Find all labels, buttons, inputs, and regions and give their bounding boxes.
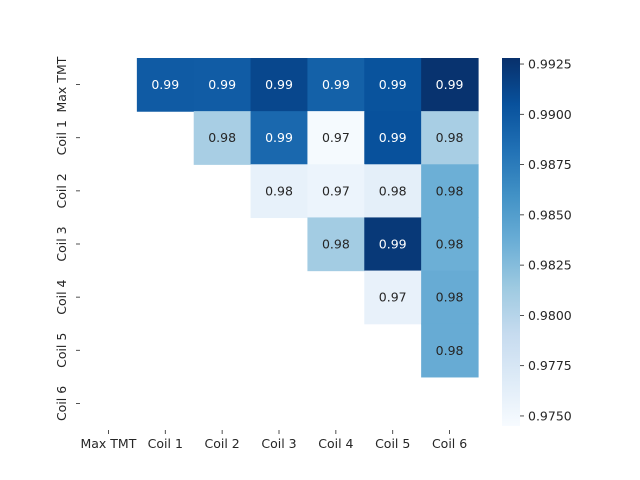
colorbar-tick-label: 0.9750 bbox=[528, 408, 572, 423]
heatmap-cell bbox=[307, 58, 365, 112]
heatmap-cell bbox=[421, 217, 479, 272]
heatmap-cell bbox=[136, 58, 195, 112]
y-tick-label: Coil 6 bbox=[54, 386, 69, 421]
heatmap-cell bbox=[193, 111, 252, 165]
heatmap-cell bbox=[364, 164, 422, 219]
colorbar-tick-label: 0.9850 bbox=[528, 207, 572, 222]
cell-value-label: 0.98 bbox=[379, 183, 407, 198]
x-tick-label: Coil 2 bbox=[205, 436, 240, 451]
cell-annotations: 0.99 0.99 0.99 0.99 0.99 0.99 0.98 0.99 0.97 0.99… bbox=[151, 77, 463, 358]
cell-value-label: 0.98 bbox=[436, 130, 464, 145]
cell-value-label: 0.99 bbox=[265, 77, 293, 92]
y-tick-label: Coil 5 bbox=[54, 333, 69, 368]
x-tick-label: Coil 6 bbox=[432, 436, 467, 451]
cell-value-label: 0.98 bbox=[436, 343, 464, 358]
heatmap-cell bbox=[364, 111, 422, 165]
colorbar bbox=[502, 58, 520, 426]
y-axis-ticks: Max TMT Coil 1 Coil 2 Coil 3 Coil 4 Coil 5 Coi… bbox=[54, 56, 80, 421]
colorbar-tick-label: 0.9775 bbox=[528, 358, 572, 373]
cell-value-label: 0.99 bbox=[265, 130, 293, 145]
cell-value-label: 0.98 bbox=[436, 290, 464, 305]
y-tick-label: Coil 4 bbox=[54, 279, 69, 314]
heatmap-cell bbox=[307, 111, 365, 165]
cell-value-label: 0.99 bbox=[151, 77, 179, 92]
colorbar-ticks: 0.9750 0.9775 0.9800 0.9825 0.9850 0.9875 0.99… bbox=[520, 57, 572, 423]
heatmap-cell bbox=[250, 111, 309, 165]
colorbar-tick-label: 0.9900 bbox=[528, 107, 572, 122]
heatmap-cell bbox=[364, 58, 422, 112]
cell-value-label: 0.99 bbox=[208, 77, 236, 92]
cell-value-label: 0.99 bbox=[322, 77, 350, 92]
y-tick-label: Coil 1 bbox=[54, 120, 69, 155]
heatmap-cell bbox=[364, 217, 422, 272]
heatmap-cell bbox=[421, 58, 479, 112]
heatmap-cell bbox=[364, 270, 422, 325]
colorbar-tick-label: 0.9925 bbox=[528, 57, 572, 72]
x-tick-label: Coil 4 bbox=[318, 436, 353, 451]
colorbar-tick-label: 0.9875 bbox=[528, 157, 572, 172]
cell-value-label: 0.99 bbox=[379, 130, 407, 145]
cell-value-label: 0.98 bbox=[436, 183, 464, 198]
cell-value-label: 0.98 bbox=[436, 237, 464, 252]
cell-value-label: 0.98 bbox=[265, 183, 293, 198]
y-tick-label: Max TMT bbox=[54, 56, 69, 112]
cell-value-label: 0.98 bbox=[322, 237, 350, 252]
colorbar-tick-label: 0.9825 bbox=[528, 258, 572, 273]
cell-value-label: 0.97 bbox=[322, 130, 350, 145]
heatmap-cell bbox=[193, 58, 252, 112]
heatmap-cell bbox=[307, 164, 365, 219]
heatmap-cell bbox=[421, 323, 479, 378]
heatmap-cell bbox=[421, 164, 479, 219]
heatmap-cell bbox=[250, 164, 309, 219]
y-tick-label: Coil 3 bbox=[54, 226, 69, 261]
cell-value-label: 0.98 bbox=[208, 130, 236, 145]
x-tick-label: Coil 5 bbox=[375, 436, 410, 451]
x-tick-label: Coil 3 bbox=[261, 436, 296, 451]
y-tick-label: Coil 2 bbox=[54, 173, 69, 208]
cell-value-label: 0.97 bbox=[322, 183, 350, 198]
x-axis-ticks: Max TMT Coil 1 Coil 2 Coil 3 Coil 4 Coil 5 Coi… bbox=[80, 430, 467, 451]
heatmap-cell bbox=[307, 217, 365, 272]
heatmap-cell bbox=[421, 270, 479, 325]
x-tick-label: Coil 1 bbox=[148, 436, 183, 451]
cell-value-label: 0.97 bbox=[379, 290, 407, 305]
colorbar-gradient bbox=[502, 58, 520, 426]
cell-value-label: 0.99 bbox=[379, 77, 407, 92]
cell-value-label: 0.99 bbox=[436, 77, 464, 92]
heatmap-cell bbox=[250, 58, 309, 112]
x-tick-label: Max TMT bbox=[80, 436, 136, 451]
heatmap-cells bbox=[136, 58, 479, 378]
heatmap-cell bbox=[421, 111, 479, 165]
colorbar-tick-label: 0.9800 bbox=[528, 308, 572, 323]
cell-value-label: 0.99 bbox=[379, 237, 407, 252]
